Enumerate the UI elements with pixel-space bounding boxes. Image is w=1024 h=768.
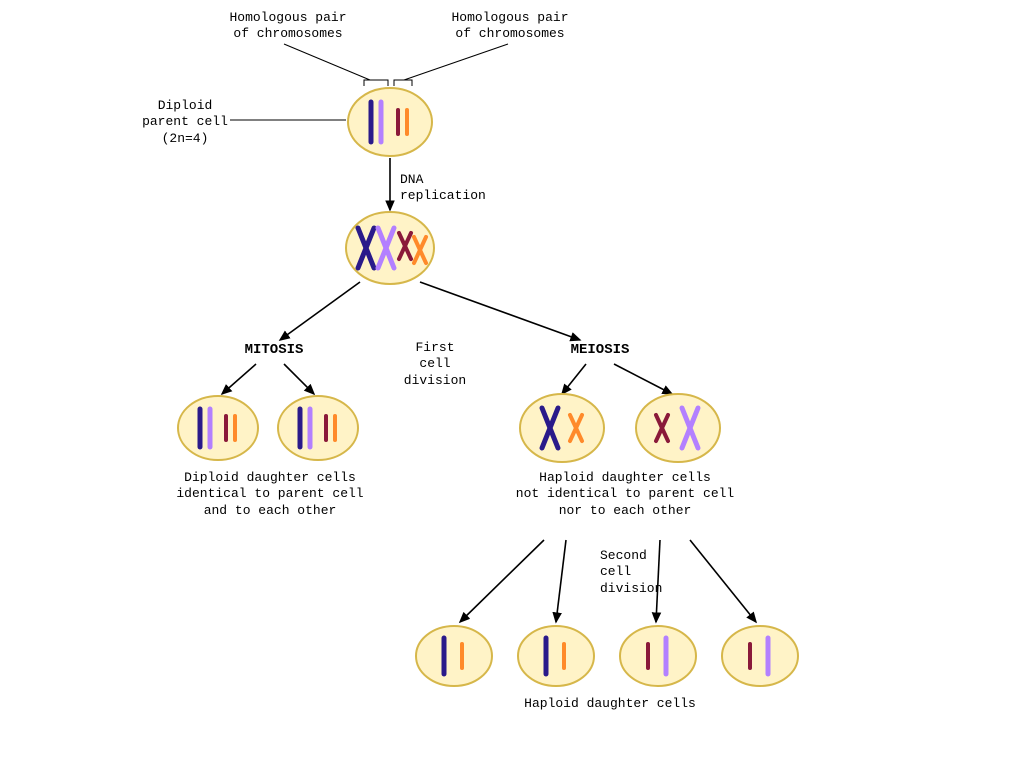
arrow-7: [460, 540, 544, 622]
cell-meiosis1_left: [520, 394, 604, 462]
arrow-10: [690, 540, 756, 622]
arrow-2: [420, 282, 580, 340]
label-diploid-parent: Diploid parent cell (2n=4): [130, 98, 240, 147]
cell-haploid_c: [620, 626, 696, 686]
bracket-0: [364, 80, 388, 86]
cell-meiosis1_right: [636, 394, 720, 462]
meiosis-caption: Haploid daughter cells not identical to …: [500, 470, 750, 519]
cell-mitosis_left: [178, 396, 258, 460]
label-meiosis: MEIOSIS: [560, 342, 640, 360]
label-second-division: Second cell division: [600, 548, 670, 597]
cell-parent: [348, 88, 432, 156]
label-first-division: First cell division: [400, 340, 470, 389]
cell-haploid_a: [416, 626, 492, 686]
arrow-5: [562, 364, 586, 394]
arrow-6: [614, 364, 672, 394]
cell-mitosis_right: [278, 396, 358, 460]
arrow-1: [280, 282, 360, 340]
pointer-1: [404, 44, 508, 80]
mitosis-caption: Diploid daughter cells identical to pare…: [160, 470, 380, 519]
haploid-caption: Haploid daughter cells: [500, 696, 720, 712]
arrow-8: [556, 540, 566, 622]
arrow-3: [222, 364, 256, 394]
bracket-1: [394, 80, 412, 86]
label-mitosis: MITOSIS: [234, 342, 314, 360]
pointer-0: [284, 44, 370, 80]
label-dna-replication: DNA replication: [400, 172, 510, 205]
cell-haploid_b: [518, 626, 594, 686]
arrow-4: [284, 364, 314, 394]
label-homologous-right: Homologous pair of chromosomes: [420, 10, 600, 43]
cell-replicated: [346, 212, 434, 284]
label-homologous-left: Homologous pair of chromosomes: [198, 10, 378, 43]
cell-haploid_d: [722, 626, 798, 686]
